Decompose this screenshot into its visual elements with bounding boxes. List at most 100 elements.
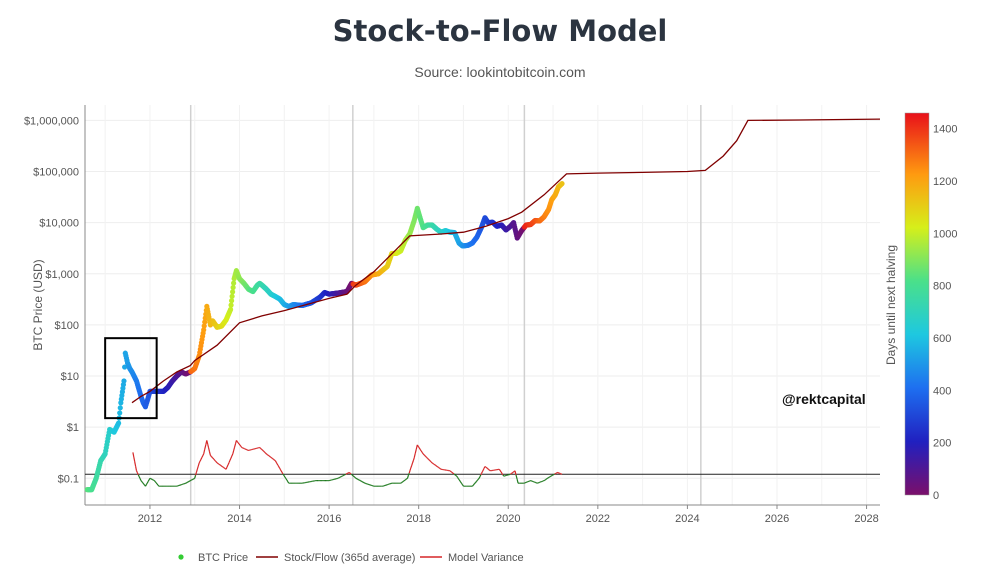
y-tick-label: $1 (67, 422, 79, 434)
model-variance-segment (478, 476, 481, 479)
model-variance-segment (350, 473, 353, 476)
model-variance-segment (545, 478, 547, 480)
model-variance-segment (450, 471, 453, 473)
model-variance-segment (271, 457, 274, 460)
x-tick-label: 2028 (854, 513, 878, 525)
model-variance-segment (433, 463, 436, 466)
model-variance-segment (150, 478, 152, 480)
model-variance-segment (138, 476, 141, 479)
model-variance-segment (407, 472, 410, 476)
model-variance-segment (155, 482, 158, 485)
model-variance-segment (263, 450, 265, 453)
colorbar-tick-label: 0 (933, 490, 939, 502)
model-variance-segment (455, 474, 458, 477)
model-variance-segment (356, 478, 359, 480)
model-variance-segment (419, 449, 422, 452)
model-variance-segment (148, 478, 151, 481)
colorbar-tick-label: 1400 (933, 124, 957, 136)
model-variance-segment (216, 462, 219, 464)
model-variance-segment (362, 481, 365, 484)
model-variance-segment (156, 483, 159, 486)
model-variance-segment (438, 467, 441, 470)
model-variance-segment (511, 472, 513, 474)
model-variance-segment (239, 444, 242, 447)
model-variance-segment (187, 481, 189, 483)
model-variance-segment (140, 480, 143, 483)
watermark-text: @rektcapital (782, 391, 866, 407)
colorbar-tick-label: 600 (933, 333, 951, 345)
model-variance-segment (353, 476, 356, 478)
model-variance-segment (260, 447, 263, 450)
model-variance-segment (146, 481, 149, 484)
model-variance-segment (221, 465, 223, 468)
model-variance-segment (431, 462, 434, 464)
model-variance-segment (421, 452, 424, 455)
model-variance-segment (438, 466, 440, 469)
model-variance-segment (223, 466, 225, 469)
model-variance-segment (420, 450, 423, 453)
model-variance-segment (234, 443, 237, 448)
btc-price-point (121, 378, 127, 384)
model-variance-segment (266, 454, 269, 456)
model-variance-segment (485, 466, 488, 469)
btc-price-point (202, 319, 208, 325)
model-variance-segment (427, 457, 429, 460)
model-variance-segment (134, 461, 137, 467)
model-variance-segment (400, 482, 402, 484)
model-variance-segment (546, 477, 548, 480)
model-variance-segment (482, 467, 485, 471)
model-variance-segment (348, 471, 351, 474)
model-variance-segment (194, 475, 197, 479)
model-variance-segment (547, 477, 549, 479)
model-variance-segment (229, 458, 232, 461)
model-variance-segment (404, 479, 407, 481)
model-variance-segment (283, 475, 286, 478)
model-variance-segment (217, 463, 220, 465)
model-variance-segment (235, 440, 238, 442)
model-variance-segment (189, 479, 192, 482)
model-variance-segment (428, 458, 430, 461)
model-variance-segment (457, 477, 459, 480)
model-variance-segment (219, 464, 222, 466)
model-variance-segment (461, 483, 464, 486)
model-variance-segment (401, 481, 403, 484)
model-variance-segment (439, 468, 442, 470)
y-tick-label: $0.1 (58, 473, 79, 485)
y-tick-label: $100,000 (33, 167, 79, 179)
model-variance-segment (346, 472, 348, 475)
model-variance-segment (268, 455, 271, 458)
model-variance-segment (486, 467, 489, 470)
model-variance-segment (501, 473, 504, 476)
btc-price-point (228, 298, 235, 304)
model-variance-segment (480, 472, 483, 476)
model-variance-segment (284, 476, 287, 479)
model-variance-segment (414, 449, 417, 454)
model-variance-segment (136, 472, 139, 475)
model-variance-segment (554, 472, 556, 475)
x-tick-label: 2020 (496, 513, 520, 525)
y-tick-label: $10 (61, 371, 79, 383)
model-variance-segment (142, 482, 145, 485)
model-variance-segment (261, 448, 264, 451)
model-variance-segment (206, 440, 209, 445)
y-tick-label: $1,000,000 (24, 115, 79, 127)
model-variance-segment (512, 471, 515, 473)
chart-title: Stock-to-Flow Model (332, 14, 668, 48)
model-variance-segment (277, 464, 280, 467)
model-variance-segment (481, 469, 484, 472)
legend-label: BTC Price (198, 552, 248, 564)
model-variance-segment (551, 474, 553, 477)
model-variance-segment (285, 478, 288, 481)
model-variance-segment (423, 454, 426, 457)
model-variance-segment (135, 470, 138, 474)
model-variance-segment (186, 481, 188, 484)
model-variance-segment (145, 482, 148, 485)
y-tick-label: $1,000 (45, 269, 79, 281)
model-variance-segment (475, 480, 478, 483)
model-variance-segment (410, 465, 413, 469)
model-variance-segment (510, 473, 512, 475)
model-variance-segment (227, 462, 230, 466)
model-variance-segment (214, 460, 217, 463)
model-variance-segment (434, 464, 437, 466)
btc-price-point (230, 284, 236, 291)
